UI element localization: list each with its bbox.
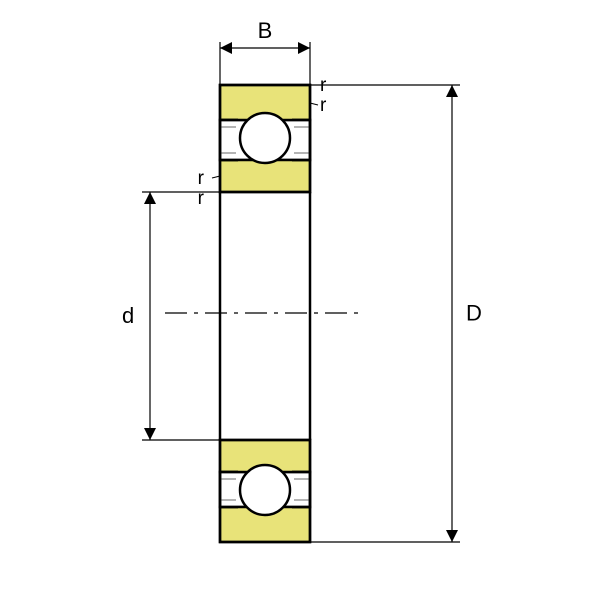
svg-text:r: r	[198, 168, 205, 189]
svg-text:D: D	[466, 301, 482, 326]
svg-text:r: r	[320, 75, 327, 96]
bearing-diagram: BDdrrrr	[0, 0, 600, 600]
lower-section	[220, 440, 310, 542]
dim-d: d	[122, 192, 220, 440]
svg-text:B: B	[258, 18, 273, 43]
svg-text:r: r	[320, 95, 327, 116]
upper-section	[220, 85, 310, 192]
dim-B: B	[220, 18, 310, 85]
svg-text:r: r	[198, 188, 205, 209]
bearing-svg: BDdrrrr	[0, 0, 600, 600]
svg-text:d: d	[122, 303, 134, 328]
